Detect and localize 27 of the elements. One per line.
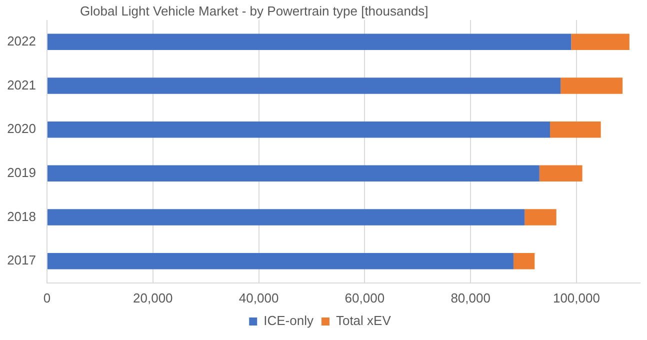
bar	[513, 252, 535, 270]
legend-label: ICE-only	[264, 313, 314, 328]
bar	[524, 209, 556, 226]
bar	[48, 121, 550, 138]
bar	[560, 78, 623, 94]
x-tick-label: 100,000	[552, 290, 600, 306]
bar	[48, 252, 514, 270]
bar	[539, 165, 582, 182]
y-tick-label: 2017	[7, 252, 36, 268]
chart-title: Global Light Vehicle Market - by Powertrain type [thousands]	[80, 4, 428, 19]
bar	[571, 34, 630, 50]
y-tick-label: 2020	[7, 121, 36, 136]
y-tick-label: 2022	[7, 33, 36, 48]
bar	[550, 121, 601, 138]
y-tick-label: 2018	[7, 208, 36, 224]
bar	[48, 78, 561, 94]
x-tick-label: 60,000	[344, 290, 385, 306]
y-tick-label: 2021	[7, 77, 36, 92]
bar	[48, 34, 572, 50]
bar	[48, 209, 525, 226]
legend-label: Total xEV	[336, 313, 392, 328]
x-tick-label: 80,000	[450, 290, 490, 306]
y-tick-label: 2019	[7, 164, 36, 180]
x-tick-label: 40,000	[238, 290, 279, 306]
bar	[48, 165, 540, 182]
x-tick-label: 20,000	[133, 290, 173, 306]
x-tick-label: 0	[43, 290, 51, 306]
